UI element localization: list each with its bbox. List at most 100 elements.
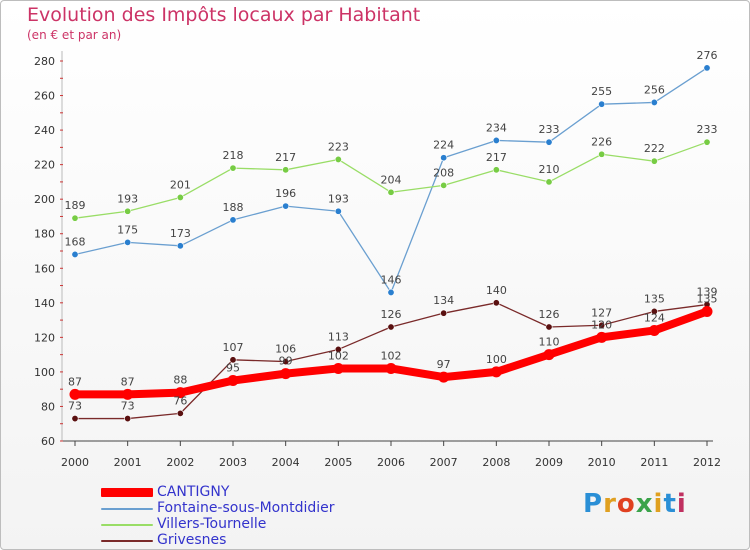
data-label-villers-tournelle: 217 (486, 151, 507, 164)
data-point-cantigny (332, 362, 344, 374)
data-label-villers-tournelle: 204 (381, 173, 402, 186)
x-tick-label: 2000 (61, 456, 89, 469)
x-tick-label: 2005 (324, 456, 352, 469)
data-label-cantigny: 97 (437, 358, 451, 371)
data-point-cantigny (385, 362, 397, 374)
data-point-villers-tournelle (650, 157, 658, 165)
chart-subtitle: (en € et par an) (27, 28, 122, 42)
data-point-cantigny (596, 331, 608, 343)
data-point-grivesnes (492, 299, 500, 307)
logo-letter: x (635, 489, 654, 519)
data-label-grivesnes: 76 (173, 394, 187, 407)
data-label-fontaine-sous-montdidier: 234 (486, 121, 507, 134)
data-point-villers-tournelle (334, 155, 342, 163)
x-tick-label: 2009 (535, 456, 563, 469)
data-label-fontaine-sous-montdidier: 168 (65, 235, 86, 248)
data-point-cantigny (543, 349, 555, 361)
x-tick-label: 2006 (377, 456, 405, 469)
data-point-grivesnes (650, 307, 658, 315)
data-point-cantigny (69, 388, 81, 400)
logo-letter: i (653, 489, 664, 519)
legend-swatch-cantigny (101, 488, 153, 497)
data-label-grivesnes: 106 (275, 343, 296, 356)
x-tick-label: 2001 (114, 456, 142, 469)
logo-letter: o (616, 489, 636, 519)
data-label-fontaine-sous-montdidier: 256 (644, 83, 665, 96)
data-label-cantigny: 120 (591, 318, 612, 331)
data-label-villers-tournelle: 222 (644, 142, 665, 155)
logo-letter: P (583, 489, 604, 519)
data-point-grivesnes (124, 415, 132, 423)
data-label-grivesnes: 126 (539, 308, 560, 321)
data-point-fontaine-sous-montdidier (334, 207, 342, 215)
y-tick-label: 260 (34, 90, 55, 103)
data-point-cantigny (122, 388, 134, 400)
data-label-grivesnes: 127 (591, 306, 612, 319)
data-label-villers-tournelle: 193 (117, 192, 138, 205)
data-label-villers-tournelle: 217 (275, 151, 296, 164)
x-tick-label: 2007 (430, 456, 458, 469)
data-point-cantigny (648, 324, 660, 336)
data-label-fontaine-sous-montdidier: 233 (539, 123, 560, 136)
data-point-fontaine-sous-montdidier (703, 64, 711, 72)
data-label-cantigny: 110 (539, 336, 560, 349)
y-tick-label: 160 (34, 262, 55, 275)
y-tick-label: 80 (41, 400, 55, 413)
data-label-grivesnes: 135 (644, 292, 665, 305)
data-label-fontaine-sous-montdidier: 193 (328, 192, 349, 205)
data-label-fontaine-sous-montdidier: 276 (697, 49, 718, 62)
data-point-fontaine-sous-montdidier (282, 202, 290, 210)
data-point-grivesnes (387, 323, 395, 331)
y-tick-label: 200 (34, 193, 55, 206)
legend-swatch-fontaine (101, 508, 153, 510)
legend-label-cantigny: CANTIGNY (157, 484, 230, 500)
data-point-villers-tournelle (282, 166, 290, 174)
data-label-cantigny: 99 (279, 355, 293, 368)
data-label-villers-tournelle: 189 (65, 199, 86, 212)
data-label-villers-tournelle: 201 (170, 178, 191, 191)
data-label-fontaine-sous-montdidier: 188 (223, 201, 244, 214)
data-point-grivesnes (598, 321, 606, 329)
x-tick-label: 2003 (219, 456, 247, 469)
data-point-villers-tournelle (124, 207, 132, 215)
data-point-villers-tournelle (545, 178, 553, 186)
x-tick-label: 2011 (640, 456, 668, 469)
y-tick-label: 220 (34, 159, 55, 172)
data-label-fontaine-sous-montdidier: 196 (275, 187, 296, 200)
data-point-villers-tournelle (703, 138, 711, 146)
data-label-cantigny: 87 (121, 375, 135, 388)
legend-swatch-grivesnes (101, 540, 153, 542)
legend-label-fontaine: Fontaine-sous-Montdidier (157, 500, 335, 516)
data-point-fontaine-sous-montdidier (176, 242, 184, 250)
legend-label-villers: Villers-Tournelle (157, 516, 267, 532)
data-label-fontaine-sous-montdidier: 175 (117, 223, 138, 236)
data-point-villers-tournelle (229, 164, 237, 172)
data-point-fontaine-sous-montdidier (598, 100, 606, 108)
data-label-grivesnes: 73 (121, 400, 135, 413)
y-tick-label: 280 (34, 55, 55, 68)
data-label-villers-tournelle: 223 (328, 140, 349, 153)
x-tick-label: 2004 (272, 456, 300, 469)
data-label-fontaine-sous-montdidier: 224 (433, 139, 454, 152)
y-tick-label: 240 (34, 124, 55, 137)
data-label-cantigny: 95 (226, 362, 240, 375)
legend-swatch-villers (101, 524, 153, 526)
x-tick-label: 2002 (166, 456, 194, 469)
data-label-grivesnes: 73 (68, 400, 82, 413)
data-label-fontaine-sous-montdidier: 255 (591, 85, 612, 98)
x-tick-label: 2008 (482, 456, 510, 469)
logo-letter: t (663, 489, 677, 519)
y-tick-label: 120 (34, 331, 55, 344)
data-point-cantigny (280, 368, 292, 380)
data-point-grivesnes (176, 409, 184, 417)
data-point-cantigny (227, 375, 239, 387)
data-point-cantigny (174, 387, 186, 399)
data-label-cantigny: 102 (381, 349, 402, 362)
data-label-cantigny: 102 (328, 349, 349, 362)
data-label-grivesnes: 113 (328, 330, 349, 343)
data-point-grivesnes (71, 415, 79, 423)
data-point-grivesnes (229, 356, 237, 364)
data-point-villers-tournelle (492, 166, 500, 174)
x-tick-label: 2012 (693, 456, 721, 469)
